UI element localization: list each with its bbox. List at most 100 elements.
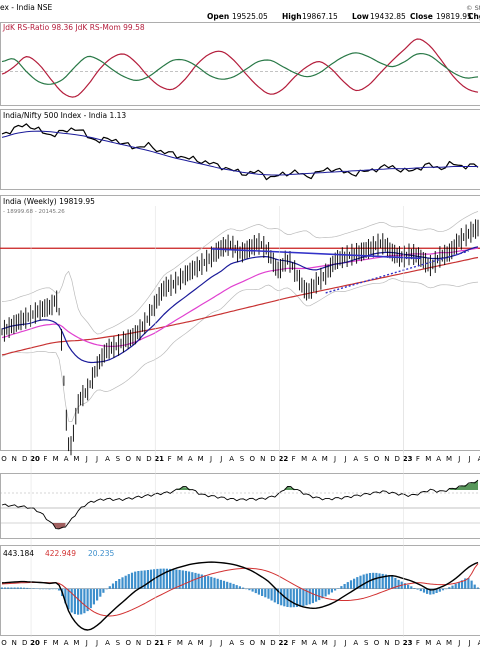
histogram-bar [175, 569, 178, 589]
x-tick-label-bottom: M [446, 639, 452, 647]
histogram-bar [261, 588, 264, 596]
histogram-bar [441, 588, 445, 591]
x-tick-label-bottom: F [292, 639, 296, 647]
x-tick-label-bottom: M [301, 639, 307, 647]
bollinger-lower [1, 278, 479, 423]
relative-strength-line [1, 123, 479, 181]
x-tick-label: D [22, 455, 27, 463]
x-tick-label-bottom: 23 [403, 639, 413, 647]
histogram-bar [235, 585, 238, 589]
histogram-bar [73, 588, 76, 615]
x-tick-label-bottom: A [229, 639, 234, 647]
histogram-bar [257, 588, 260, 595]
x-tick-label: J [457, 455, 460, 463]
histogram-bar [391, 576, 394, 589]
histogram-bar [445, 588, 448, 590]
histogram-bar [0, 587, 4, 589]
x-tick-label: M [198, 455, 204, 463]
x-tick-label: J [85, 455, 88, 463]
x-tick-label: F [43, 455, 47, 463]
histogram-bar [194, 572, 197, 589]
histogram-bar [32, 588, 35, 589]
histogram-bar [181, 570, 184, 589]
histogram-bar [337, 588, 340, 589]
histogram-bar [242, 587, 245, 589]
price-panel-frame [0, 195, 480, 451]
histogram-bar [197, 573, 200, 589]
histogram-bar [86, 588, 89, 612]
histogram-bar [134, 571, 137, 589]
histogram-bar [365, 573, 368, 589]
histogram-bar [232, 583, 235, 589]
histogram-bar [429, 588, 432, 595]
histogram-bar [127, 574, 130, 589]
rs-panel-frame [0, 109, 480, 190]
x-tick-label-bottom: 21 [154, 639, 164, 647]
histogram-bar [184, 570, 188, 589]
histogram-bar [219, 579, 222, 589]
histogram-bar [467, 578, 470, 589]
x-tick-label: D [270, 455, 275, 463]
histogram-bar [413, 588, 416, 589]
histogram-bar [140, 570, 143, 589]
histogram-bar [38, 588, 42, 590]
x-tick-label: O [1, 455, 7, 463]
x-tick-label: S [116, 455, 121, 463]
histogram-bar [381, 573, 384, 589]
x-tick-label: D [395, 455, 400, 463]
ohlc-readout: Open 19525.05 High 19867.15 Low 19432.85… [207, 12, 480, 21]
histogram-bar [251, 588, 254, 592]
histogram-bar [324, 588, 327, 597]
histogram-bar [308, 588, 311, 605]
histogram-bar [105, 588, 108, 590]
histogram-bar [248, 588, 251, 591]
histogram-bar [137, 571, 140, 589]
x-tick-label: M [177, 455, 183, 463]
histogram-bar [42, 588, 45, 590]
x-tick-label: M [425, 455, 431, 463]
histogram-bar [454, 583, 457, 589]
x-tick-label: O [250, 455, 256, 463]
x-tick-label-bottom: M [177, 639, 183, 647]
histogram-bar [130, 572, 134, 589]
x-tick-label-bottom: A [188, 639, 193, 647]
histogram-bar [156, 568, 159, 589]
x-tick-label-bottom: D [22, 639, 27, 647]
histogram-bar [216, 578, 219, 589]
histogram-bar [295, 588, 299, 607]
histogram-bar [299, 588, 302, 607]
x-tick-label-bottom: J [95, 639, 98, 647]
histogram-bar [99, 588, 102, 597]
histogram-bar [276, 588, 280, 605]
rrg-legend: JdK RS-Ratio 98.36 JdK RS-Mom 99.58 [2, 23, 145, 32]
x-tick-label-bottom: O [374, 639, 380, 647]
x-tick-label: A [353, 455, 358, 463]
histogram-bar [4, 587, 7, 589]
histogram-bar [330, 588, 333, 593]
x-tick-label: F [416, 455, 420, 463]
trendline-falling [211, 248, 421, 260]
histogram-bar [292, 588, 295, 608]
histogram-bar [70, 588, 73, 613]
chart-title: ex - India NSE [0, 3, 53, 12]
histogram-bar [372, 572, 375, 589]
histogram-bar [356, 577, 359, 589]
histogram-bar [178, 569, 181, 589]
histogram-bar [226, 581, 229, 589]
histogram-bar [102, 588, 105, 593]
histogram-bar [353, 578, 356, 589]
x-tick-label-bottom: D [146, 639, 151, 647]
x-tick-label-bottom: N [136, 639, 141, 647]
low-value: 19432.85 [370, 12, 406, 21]
rrg-momentum-line [1, 52, 479, 85]
macd-legend: 443.184 422.949 20.235 [3, 549, 114, 558]
x-tick-label: S [240, 455, 245, 463]
x-tick-label: A [478, 455, 480, 463]
histogram-bar [410, 586, 413, 589]
x-tick-label: J [209, 455, 212, 463]
close-label: Close [410, 12, 433, 21]
x-tick-label: O [374, 455, 380, 463]
rs-oscillator-plot [0, 479, 480, 530]
histogram-bar [270, 588, 273, 601]
